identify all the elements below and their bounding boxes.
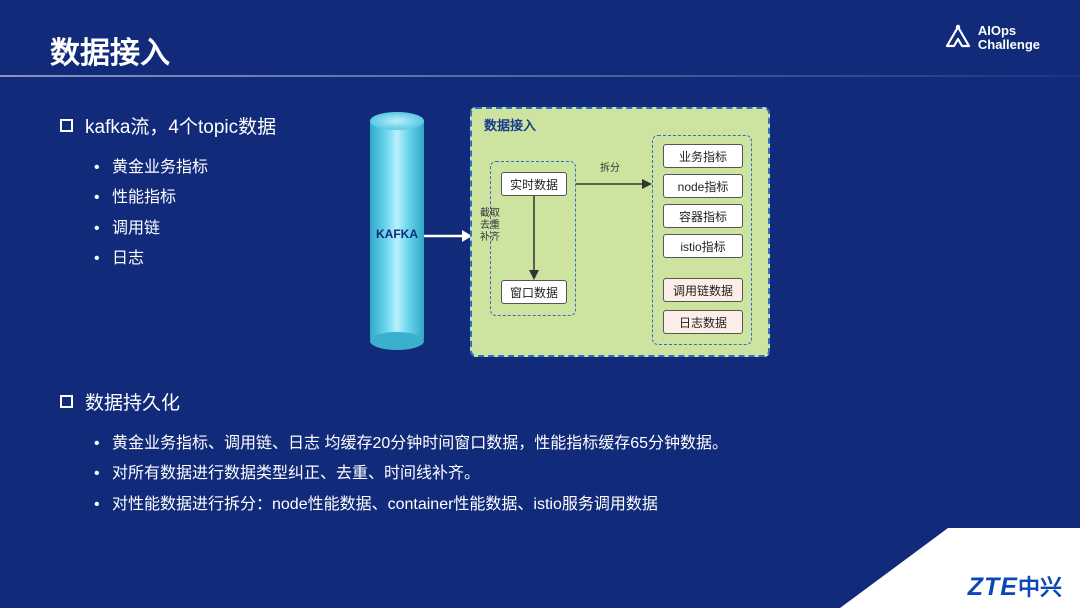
bullet-icon (60, 119, 73, 132)
page-title: 数据接入 (50, 28, 170, 72)
kafka-label: KAFKA (364, 227, 430, 241)
section-persistence: 数据持久化 黄金业务指标、调用链、日志 均缓存20分钟时间窗口数据，性能指标缓存… (60, 388, 728, 520)
op-label: 去重 (475, 220, 505, 232)
section2-heading: 数据持久化 (85, 388, 180, 415)
box-metric: 容器指标 (663, 204, 743, 228)
group-output: 业务指标 node指标 容器指标 istio指标 调用链数据 日志数据 (652, 135, 752, 345)
list-item: 对性能数据进行拆分：node性能数据、container性能数据、istio服务… (98, 490, 728, 520)
section-kafka: kafka流，4个topic数据 黄金业务指标 性能指标 调用链 日志 (60, 112, 276, 275)
bullet-icon (60, 395, 73, 408)
group-realtime: 实时数据 窗口数据 截取 去重 补齐 (490, 161, 576, 316)
logo-line1: AIOps (978, 24, 1040, 38)
op-label: 补齐 (475, 232, 505, 244)
box-metric: istio指标 (663, 234, 743, 258)
title-underline (0, 75, 1080, 77)
box-metric: 业务指标 (663, 144, 743, 168)
panel-title: 数据接入 (484, 115, 536, 134)
op-label: 截取 (475, 208, 505, 220)
zte-logo: ZTE中兴 (968, 570, 1062, 602)
aiops-logo: AIOps Challenge (944, 24, 1040, 53)
data-ingest-diagram: KAFKA 数据接入 实时数据 窗口数据 截取 去重 补齐 拆分 (370, 112, 790, 367)
section1-list: 黄金业务指标 性能指标 调用链 日志 (60, 153, 276, 275)
arrow-down-icon (527, 196, 541, 280)
list-item: 日志 (98, 244, 276, 274)
box-log: 日志数据 (663, 310, 743, 334)
arrow-icon (424, 228, 472, 244)
split-label: 拆分 (600, 163, 620, 175)
list-item: 调用链 (98, 214, 276, 244)
list-item: 性能指标 (98, 183, 276, 213)
list-item: 黄金业务指标 (98, 153, 276, 183)
box-trace: 调用链数据 (663, 278, 743, 302)
section2-list: 黄金业务指标、调用链、日志 均缓存20分钟时间窗口数据，性能指标缓存65分钟数据… (60, 429, 728, 520)
ingest-panel: 数据接入 实时数据 窗口数据 截取 去重 补齐 拆分 业务指标 node指标 (470, 107, 770, 357)
logo-icon (944, 24, 972, 52)
list-item: 对所有数据进行数据类型纠正、去重、时间线补齐。 (98, 459, 728, 489)
logo-line2: Challenge (978, 38, 1040, 52)
box-window: 窗口数据 (501, 280, 567, 304)
box-realtime: 实时数据 (501, 172, 567, 196)
arrow-right-icon (576, 177, 652, 191)
section1-heading: kafka流，4个topic数据 (85, 112, 276, 139)
list-item: 黄金业务指标、调用链、日志 均缓存20分钟时间窗口数据，性能指标缓存65分钟数据… (98, 429, 728, 459)
box-metric: node指标 (663, 174, 743, 198)
